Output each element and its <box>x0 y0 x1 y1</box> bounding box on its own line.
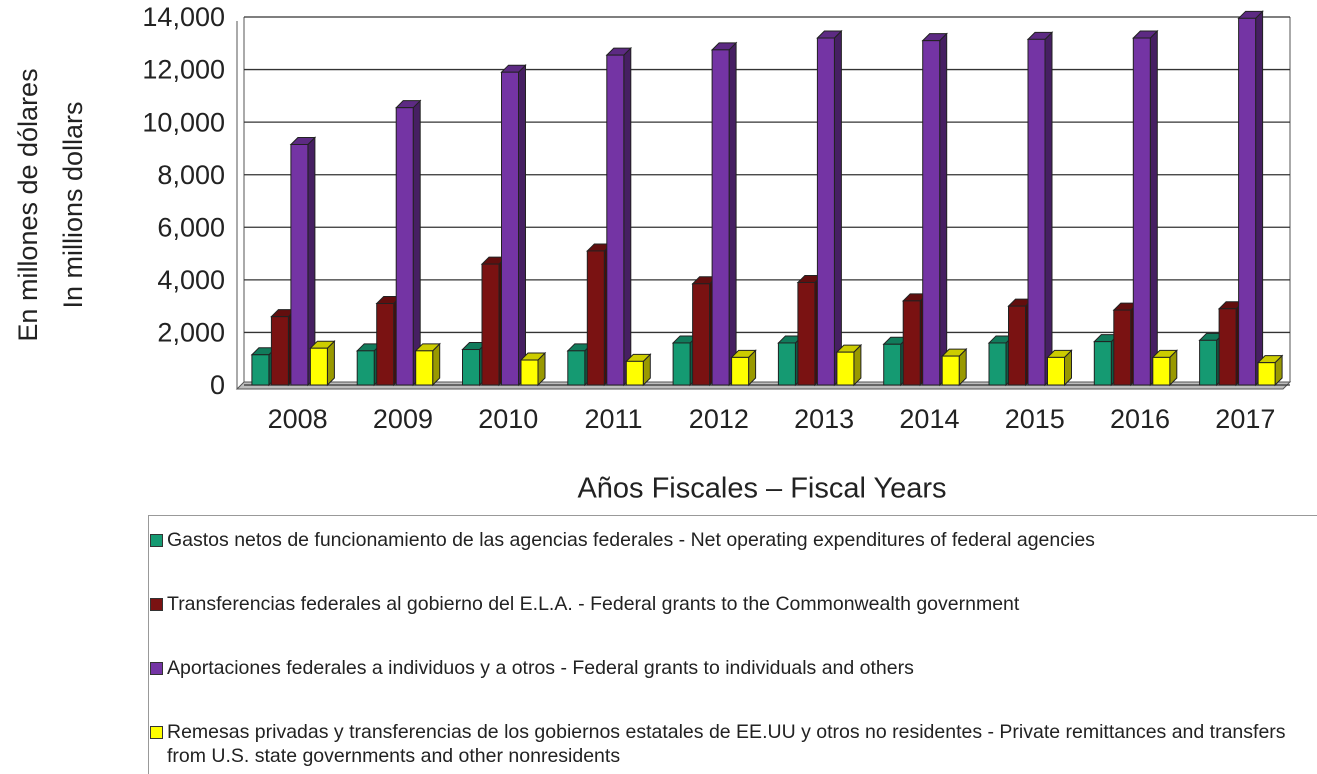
bar-side <box>1255 10 1264 387</box>
legend-label: Gastos netos de funcionamiento de las ag… <box>167 529 1095 551</box>
x-tick-label: 2014 <box>899 404 959 434</box>
bar <box>1132 37 1151 386</box>
bar-side <box>623 46 632 387</box>
bar <box>1152 356 1171 386</box>
x-axis-title: Años Fiscales – Fiscal Years <box>577 473 946 505</box>
legend-swatch <box>150 598 163 611</box>
y-tick-label: 12,000 <box>142 55 225 85</box>
legend-item: Remesas privadas y transferencias de los… <box>149 720 1317 768</box>
bar <box>1218 308 1237 386</box>
y-tick-label: 8,000 <box>157 160 225 190</box>
bar <box>625 360 644 386</box>
bar-side <box>833 29 842 387</box>
bar <box>356 350 375 386</box>
y-axis-title: En millones de dólares <box>13 68 43 341</box>
legend-swatch <box>150 534 163 547</box>
bar <box>941 355 960 386</box>
bar <box>520 359 539 386</box>
bar <box>988 342 1007 386</box>
bar <box>309 347 328 386</box>
bar <box>816 37 835 386</box>
bar <box>777 342 796 386</box>
legend-label: Remesas privadas y transferencias de los… <box>167 721 1286 767</box>
x-tick-label: 2013 <box>794 404 854 434</box>
y-tick-label: 0 <box>210 370 225 400</box>
bar-side <box>939 32 948 387</box>
bar <box>731 356 750 386</box>
bar <box>1113 309 1132 386</box>
bar <box>836 351 855 386</box>
bar <box>922 40 941 386</box>
legend-item: Gastos netos de funcionamiento de las ag… <box>149 528 1317 552</box>
bar-side <box>1149 29 1158 387</box>
bar <box>251 354 270 386</box>
bar <box>1199 339 1218 386</box>
bar <box>376 303 395 386</box>
x-tick-label: 2008 <box>268 404 328 434</box>
bar <box>567 350 586 386</box>
legend-item: Aportaciones federales a individuos y a … <box>149 656 1317 680</box>
bar <box>1047 356 1065 386</box>
bar <box>1093 341 1112 386</box>
bar <box>1257 362 1276 386</box>
bar-side <box>1044 31 1053 387</box>
y-tick-label: 2,000 <box>157 318 225 348</box>
x-tick-label: 2016 <box>1110 404 1170 434</box>
chart: En millones de dólares In millions dolla… <box>13 2 1292 505</box>
x-tick-label: 2010 <box>478 404 538 434</box>
bar <box>1027 38 1046 386</box>
y-tick-label: 6,000 <box>157 212 225 242</box>
bar <box>481 263 500 386</box>
bar <box>606 54 625 386</box>
legend-item: Transferencias federales al gobierno del… <box>149 592 1317 616</box>
legend-label: Aportaciones federales a individuos y a … <box>167 657 914 679</box>
bar <box>902 300 921 386</box>
legend-swatch <box>150 662 163 675</box>
bar-side <box>728 41 737 387</box>
legend-label: Transferencias federales al gobierno del… <box>167 593 1020 615</box>
bar <box>711 49 730 386</box>
x-tick-label: 2012 <box>689 404 749 434</box>
y-tick-label: 10,000 <box>142 107 225 137</box>
y-tick-label: 14,000 <box>142 2 225 32</box>
bar <box>501 71 519 386</box>
bar <box>290 143 309 386</box>
bar-side <box>412 99 421 387</box>
x-tick-label: 2009 <box>373 404 433 434</box>
bar <box>1238 17 1257 386</box>
bar <box>586 250 605 386</box>
bar <box>1008 305 1026 386</box>
bar <box>270 316 289 386</box>
bar <box>395 107 414 386</box>
x-tick-label: 2017 <box>1215 404 1275 434</box>
x-tick-label: 2015 <box>1005 404 1065 434</box>
bar <box>692 283 711 386</box>
x-tick-label: 2011 <box>585 404 643 434</box>
y-tick-label: 4,000 <box>157 265 225 295</box>
bar <box>415 350 434 386</box>
bar <box>797 281 816 386</box>
bar <box>883 343 902 386</box>
legend-swatch <box>150 726 163 739</box>
bar-side <box>518 63 526 387</box>
bar <box>672 342 691 386</box>
bar <box>462 349 480 386</box>
legend: Gastos netos de funcionamiento de las ag… <box>148 515 1317 774</box>
y-axis-title: In millions dollars <box>58 101 88 308</box>
